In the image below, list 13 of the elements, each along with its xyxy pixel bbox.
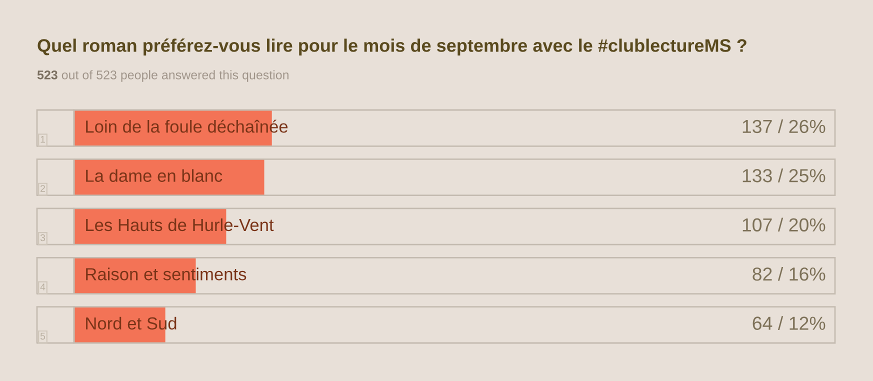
chart-subtitle: 523 out of 523 people answered this question (37, 70, 288, 82)
text: 2 (40, 185, 45, 192)
data-label: 137 / 26% (742, 119, 826, 134)
data-label: 133 / 25% (742, 168, 826, 182)
text: 1 (40, 136, 45, 143)
text: 5 (40, 332, 46, 340)
data-label: 64 / 12% (752, 316, 826, 330)
text: 4 (40, 284, 46, 290)
data-label: 107 / 20% (742, 218, 826, 232)
y-tick-label: La dame en blanc (86, 169, 222, 182)
chart-title: Quel roman préférez-vous lire pour le mois de septembre avec le #clublectureMS ? (38, 38, 746, 56)
text: 3 (40, 234, 46, 242)
data-label: 82 / 16% (752, 266, 826, 281)
